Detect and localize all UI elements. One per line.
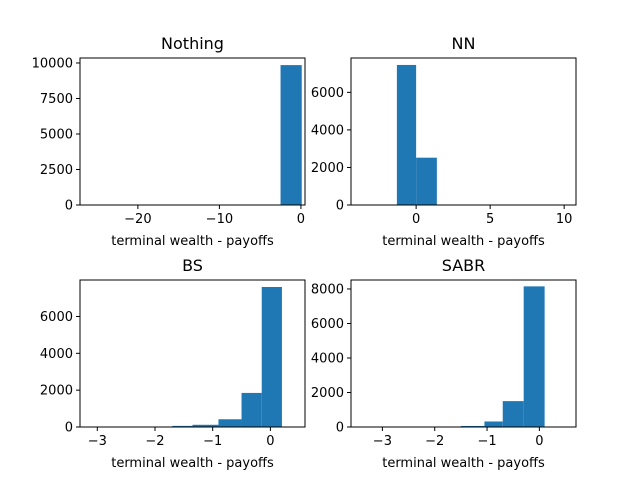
histogram-bar [218, 419, 241, 427]
y-tick-label: 6000 [311, 86, 344, 101]
y-tick-label: 0 [336, 421, 344, 436]
y-tick-label: 6000 [40, 310, 73, 325]
histogram-bar [416, 158, 437, 205]
y-tick-label: 8000 [311, 282, 344, 297]
y-tick-label: 2000 [311, 161, 344, 176]
y-tick-label: 0 [65, 199, 73, 214]
x-tick-label: −20 [124, 212, 151, 227]
x-tick-label: 0 [535, 434, 543, 449]
y-tick-label: 4000 [311, 351, 344, 366]
y-tick-label: 2000 [40, 384, 73, 399]
histogram-bar [484, 421, 502, 427]
y-tick-label: 10000 [32, 56, 73, 71]
y-tick-label: 2000 [311, 386, 344, 401]
y-tick-label: 2500 [40, 163, 73, 178]
subplot-title: Nothing [161, 34, 224, 53]
y-tick-label: 5000 [40, 127, 73, 142]
y-tick-label: 7500 [40, 92, 73, 107]
x-tick-label: 0 [297, 212, 305, 227]
x-tick-label: −2 [425, 434, 444, 449]
x-tick-label: 0 [412, 212, 420, 227]
x-axis-label: terminal wealth - payoffs [111, 456, 274, 471]
y-tick-label: 0 [65, 421, 73, 436]
subplot-title: SABR [442, 256, 486, 275]
x-tick-label: −1 [477, 434, 496, 449]
x-axis-label: terminal wealth - payoffs [382, 456, 545, 471]
subplot-title: NN [452, 34, 476, 53]
histogram-bar [503, 401, 524, 427]
y-tick-label: 4000 [311, 123, 344, 138]
y-tick-label: 0 [336, 199, 344, 214]
y-tick-label: 4000 [40, 347, 73, 362]
x-tick-label: −2 [145, 434, 164, 449]
histogram-bar [397, 65, 416, 205]
y-tick-label: 6000 [311, 317, 344, 332]
subplot-title: BS [182, 256, 203, 275]
x-axis-label: terminal wealth - payoffs [382, 234, 545, 249]
x-tick-label: 5 [486, 212, 494, 227]
x-tick-label: −10 [206, 212, 233, 227]
histogram-bar [524, 286, 545, 427]
x-tick-label: 10 [556, 212, 573, 227]
x-tick-label: 0 [266, 434, 274, 449]
x-tick-label: −1 [203, 434, 222, 449]
x-tick-label: −3 [373, 434, 392, 449]
histogram-bar [281, 65, 302, 205]
x-tick-label: −3 [88, 434, 107, 449]
histogram-bar [262, 287, 282, 427]
x-axis-label: terminal wealth - payoffs [111, 234, 274, 249]
histogram-bar [242, 393, 262, 427]
